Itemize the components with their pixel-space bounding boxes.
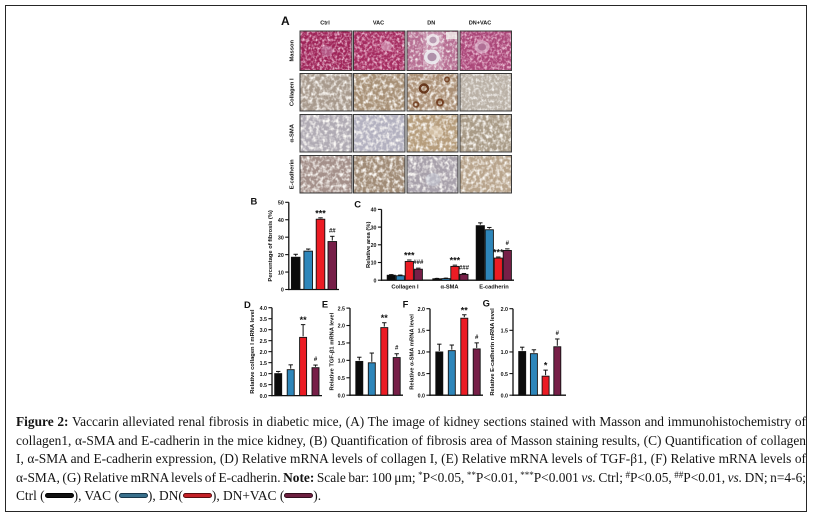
svg-text:Relative E-cadherin mRNA level: Relative E-cadherin mRNA level: [490, 308, 496, 396]
svg-text:Collagen I: Collagen I: [290, 78, 296, 106]
svg-text:20: 20: [371, 243, 377, 249]
svg-text:#: #: [475, 335, 479, 341]
svg-text:###: ###: [413, 260, 424, 266]
svg-text:G: G: [483, 298, 490, 309]
svg-text:1.5: 1.5: [260, 361, 267, 367]
svg-text:2.0: 2.0: [338, 324, 345, 330]
svg-text:***: ***: [404, 251, 415, 261]
svg-text:**: **: [461, 305, 469, 315]
svg-text:**: **: [381, 313, 389, 323]
svg-text:0.5: 0.5: [501, 372, 508, 378]
svg-text:##: ##: [329, 228, 336, 234]
svg-text:Relative area (%): Relative area (%): [366, 222, 372, 268]
svg-text:α-SMA: α-SMA: [440, 285, 458, 291]
svg-text:A: A: [281, 14, 290, 28]
svg-text:#: #: [506, 241, 510, 247]
svg-text:D: D: [244, 299, 251, 310]
svg-text:#: #: [314, 357, 318, 363]
svg-text:Masson: Masson: [290, 40, 296, 62]
svg-text:0: 0: [281, 288, 284, 294]
svg-text:#: #: [556, 331, 560, 337]
svg-text:0.0: 0.0: [338, 393, 345, 399]
svg-text:E-cadherin: E-cadherin: [290, 159, 296, 189]
svg-text:0.0: 0.0: [501, 393, 508, 399]
svg-text:DN: DN: [427, 21, 435, 27]
svg-text:40: 40: [278, 218, 284, 224]
svg-text:0.5: 0.5: [418, 372, 425, 378]
svg-text:F: F: [403, 299, 409, 310]
svg-text:4.0: 4.0: [260, 306, 267, 312]
svg-text:10: 10: [371, 261, 377, 267]
svg-text:E-cadherin: E-cadherin: [479, 285, 509, 291]
svg-text:C: C: [354, 199, 361, 210]
svg-text:B: B: [251, 196, 258, 207]
svg-text:40: 40: [371, 208, 377, 214]
svg-text:1.0: 1.0: [338, 359, 345, 365]
svg-text:2.0: 2.0: [418, 307, 425, 313]
svg-text:2.0: 2.0: [260, 350, 267, 356]
svg-text:Percentage of fibrosis (%): Percentage of fibrosis (%): [268, 210, 274, 282]
svg-text:***: ***: [315, 208, 326, 218]
svg-text:Relative α-SMA mRNA level: Relative α-SMA mRNA level: [410, 314, 416, 390]
svg-text:1.5: 1.5: [338, 341, 345, 347]
svg-text:Ctrl: Ctrl: [320, 21, 330, 27]
svg-text:VAC: VAC: [373, 21, 384, 27]
svg-text:2.0: 2.0: [501, 307, 508, 313]
svg-text:1.0: 1.0: [418, 350, 425, 356]
svg-text:3.5: 3.5: [260, 317, 267, 323]
svg-text:1.0: 1.0: [501, 350, 508, 356]
svg-text:30: 30: [278, 235, 284, 241]
svg-text:1.5: 1.5: [501, 329, 508, 335]
svg-text:DN+VAC: DN+VAC: [469, 21, 491, 27]
svg-text:10: 10: [278, 270, 284, 276]
svg-text:0.5: 0.5: [338, 376, 345, 382]
svg-text:0.0: 0.0: [260, 394, 267, 400]
svg-text:3.0: 3.0: [260, 328, 267, 334]
svg-text:*: *: [544, 361, 548, 371]
svg-text:20: 20: [278, 253, 284, 259]
svg-text:50: 50: [278, 201, 284, 207]
svg-text:2.5: 2.5: [338, 306, 345, 312]
svg-text:0.0: 0.0: [418, 393, 425, 399]
svg-text:2.5: 2.5: [260, 339, 267, 345]
svg-text:0.5: 0.5: [260, 383, 267, 389]
svg-text:#: #: [395, 346, 399, 352]
svg-text:Relative TGF-β1 mRNA level: Relative TGF-β1 mRNA level: [330, 312, 336, 390]
svg-text:***: ***: [493, 248, 504, 258]
svg-text:0: 0: [374, 278, 377, 284]
svg-text:###: ###: [459, 265, 470, 271]
svg-text:30: 30: [371, 225, 377, 231]
svg-text:Relative collagen I mRNA level: Relative collagen I mRNA level: [250, 309, 256, 394]
svg-text:Collagen I: Collagen I: [391, 285, 419, 291]
svg-text:***: ***: [450, 256, 461, 266]
svg-text:1.5: 1.5: [418, 329, 425, 335]
svg-text:α-SMA: α-SMA: [290, 123, 296, 142]
svg-text:1.0: 1.0: [260, 372, 267, 378]
svg-text:E: E: [322, 299, 328, 310]
svg-text:**: **: [300, 315, 308, 325]
